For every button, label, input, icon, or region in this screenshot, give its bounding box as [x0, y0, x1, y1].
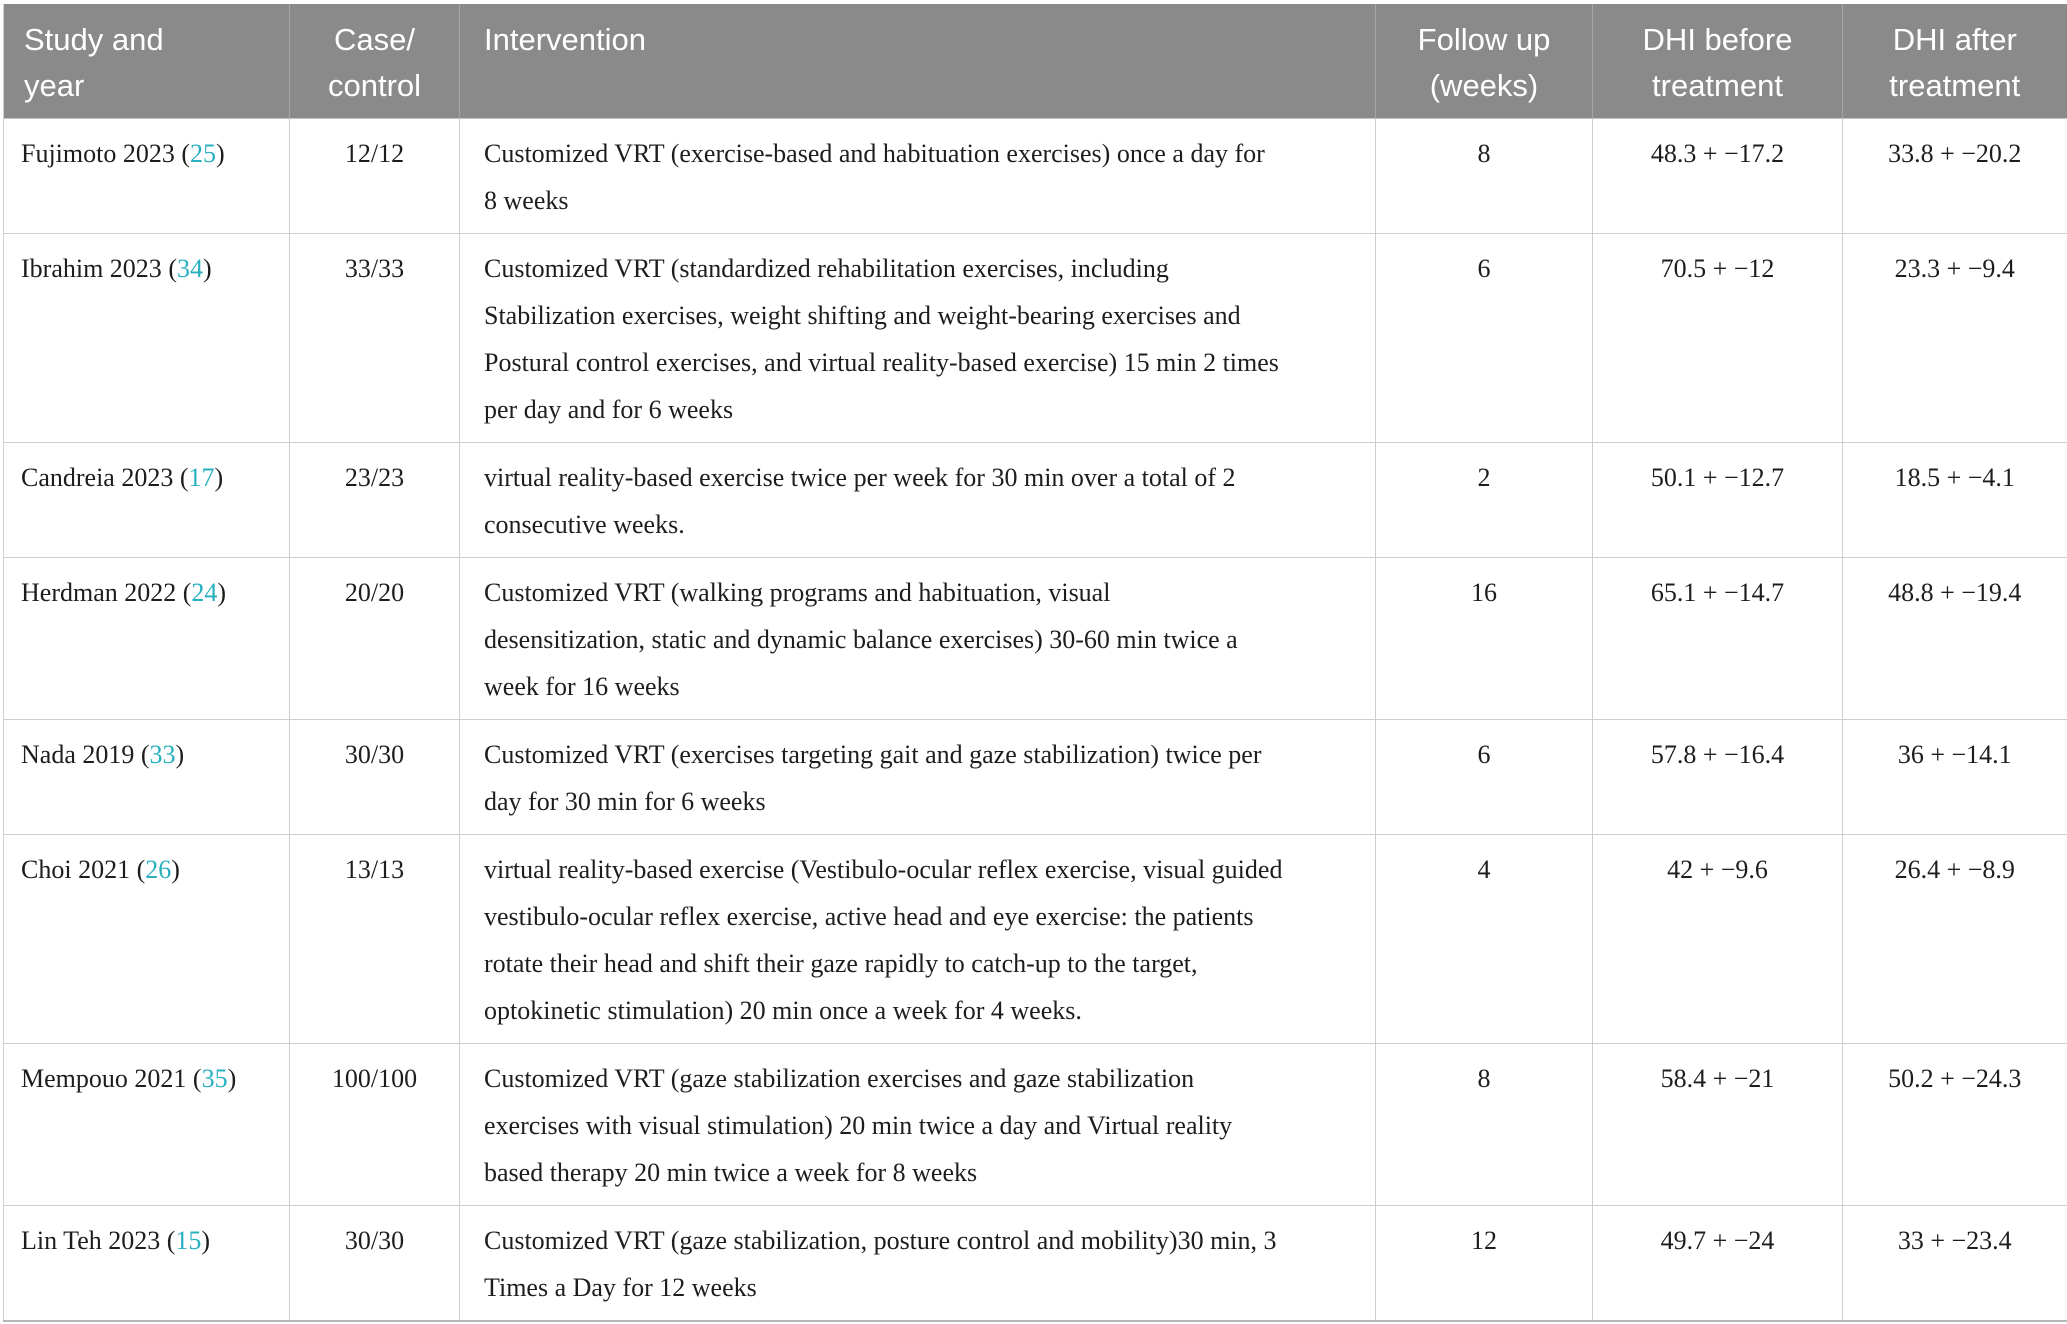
- citation-link[interactable]: 35: [201, 1064, 228, 1093]
- cell-follow-up: 8: [1375, 118, 1593, 234]
- table-row: Lin Teh 2023 (15) 30/30 Customized VRT (ga…: [3, 1205, 2067, 1322]
- cell-intervention: Customized VRT (exercises targeting gait…: [459, 719, 1376, 835]
- cell-dhi-before: 58.4 + −21: [1592, 1043, 1843, 1206]
- cell-dhi-before: 49.7 + −24: [1592, 1205, 1843, 1322]
- cell-case-control: 12/12: [289, 118, 460, 234]
- cell-study: Nada 2019 (33): [3, 719, 290, 835]
- ref-paren-close: ): [217, 578, 227, 607]
- col-header-dhi-after: DHI after treatment: [1842, 4, 2067, 119]
- cell-study: Mempouo 2021 (35): [3, 1043, 290, 1206]
- table-header-row: Study and year Case/ control Interventio…: [3, 4, 2067, 119]
- table-row: Nada 2019 (33) 30/30 Customized VRT (exerc…: [3, 719, 2067, 835]
- ref-paren-close: ): [175, 740, 185, 769]
- cell-dhi-before: 57.8 + −16.4: [1592, 719, 1843, 835]
- ref-paren-open: (: [176, 578, 192, 607]
- cell-follow-up: 16: [1375, 557, 1593, 720]
- table-header: Study and year Case/ control Interventio…: [3, 4, 2067, 119]
- study-name: Choi 2021: [21, 855, 131, 884]
- ref-paren-open: (: [186, 1064, 202, 1093]
- citation-link[interactable]: 33: [149, 740, 176, 769]
- cell-case-control: 30/30: [289, 719, 460, 835]
- cell-follow-up: 12: [1375, 1205, 1593, 1322]
- cell-case-control: 13/13: [289, 834, 460, 1044]
- cell-follow-up: 6: [1375, 719, 1593, 835]
- cell-case-control: 33/33: [289, 233, 460, 443]
- col-header-dhi-before: DHI before treatment: [1592, 4, 1843, 119]
- table-row: Fujimoto 2023 (25) 12/12 Customized VRT (e…: [3, 118, 2067, 234]
- cell-study: Herdman 2022 (24): [3, 557, 290, 720]
- table-body: Fujimoto 2023 (25) 12/12 Customized VRT (e…: [3, 118, 2067, 1322]
- col-header-follow-up: Follow up (weeks): [1375, 4, 1593, 119]
- cell-dhi-before: 48.3 + −17.2: [1592, 118, 1843, 234]
- cell-dhi-after: 23.3 + −9.4: [1842, 233, 2067, 443]
- cell-intervention: Customized VRT (gaze stabilization exerc…: [459, 1043, 1376, 1206]
- cell-case-control: 23/23: [289, 442, 460, 558]
- cell-dhi-before: 70.5 + −12: [1592, 233, 1843, 443]
- study-name: Herdman 2022: [21, 578, 177, 607]
- cell-intervention: Customized VRT (exercise-based and habit…: [459, 118, 1376, 234]
- col-header-intervention: Intervention: [459, 4, 1376, 119]
- study-name: Mempouo 2021: [21, 1064, 187, 1093]
- ref-paren-open: (: [134, 740, 150, 769]
- study-name: Ibrahim 2023: [21, 254, 162, 283]
- study-name: Nada 2019: [21, 740, 135, 769]
- cell-dhi-after: 33.8 + −20.2: [1842, 118, 2067, 234]
- cell-dhi-after: 26.4 + −8.9: [1842, 834, 2067, 1044]
- cell-case-control: 100/100: [289, 1043, 460, 1206]
- cell-study: Ibrahim 2023 (34): [3, 233, 290, 443]
- table-row: Herdman 2022 (24) 20/20 Customized VRT (wa…: [3, 557, 2067, 720]
- table-row: Mempouo 2021 (35) 100/100 Customized VRT (…: [3, 1043, 2067, 1206]
- cell-case-control: 20/20: [289, 557, 460, 720]
- ref-paren-close: ): [201, 1226, 211, 1255]
- col-header-study-year: Study and year: [3, 4, 290, 119]
- cell-dhi-after: 18.5 + −4.1: [1842, 442, 2067, 558]
- cell-dhi-after: 33 + −23.4: [1842, 1205, 2067, 1322]
- citation-link[interactable]: 26: [145, 855, 172, 884]
- studies-summary-table: Study and year Case/ control Interventio…: [3, 4, 2067, 1322]
- col-header-case-control: Case/ control: [289, 4, 460, 119]
- cell-intervention: Customized VRT (walking programs and hab…: [459, 557, 1376, 720]
- study-name: Fujimoto 2023: [21, 139, 175, 168]
- cell-intervention: virtual reality-based exercise (Vestibul…: [459, 834, 1376, 1044]
- cell-study: Fujimoto 2023 (25): [3, 118, 290, 234]
- ref-paren-close: ): [216, 139, 225, 168]
- ref-paren-open: (: [130, 855, 146, 884]
- cell-dhi-before: 50.1 + −12.7: [1592, 442, 1843, 558]
- cell-study: Candreia 2023 (17): [3, 442, 290, 558]
- cell-intervention: Customized VRT (standardized rehabilitat…: [459, 233, 1376, 443]
- citation-link[interactable]: 15: [175, 1226, 202, 1255]
- cell-follow-up: 2: [1375, 442, 1593, 558]
- study-name: Candreia 2023: [21, 463, 174, 492]
- ref-paren-close: ): [227, 1064, 237, 1093]
- ref-paren-open: (: [173, 463, 189, 492]
- ref-paren-close: ): [214, 463, 224, 492]
- cell-dhi-after: 50.2 + −24.3: [1842, 1043, 2067, 1206]
- citation-link[interactable]: 34: [176, 254, 203, 283]
- ref-paren-close: ): [171, 855, 180, 884]
- cell-study: Lin Teh 2023 (15): [3, 1205, 290, 1322]
- cell-intervention: Customized VRT (gaze stabilization, post…: [459, 1205, 1376, 1322]
- cell-case-control: 30/30: [289, 1205, 460, 1322]
- cell-dhi-after: 48.8 + −19.4: [1842, 557, 2067, 720]
- ref-paren-open: (: [174, 139, 191, 168]
- cell-follow-up: 8: [1375, 1043, 1593, 1206]
- citation-link[interactable]: 17: [188, 463, 215, 492]
- cell-follow-up: 4: [1375, 834, 1593, 1044]
- ref-paren-open: (: [161, 254, 177, 283]
- citation-link[interactable]: 24: [191, 578, 218, 607]
- cell-study: Choi 2021 (26): [3, 834, 290, 1044]
- cell-dhi-before: 42 + −9.6: [1592, 834, 1843, 1044]
- citation-link[interactable]: 25: [190, 139, 217, 168]
- cell-dhi-before: 65.1 + −14.7: [1592, 557, 1843, 720]
- ref-paren-open: (: [160, 1226, 176, 1255]
- table-row: Choi 2021 (26) 13/13 virtual reality-based…: [3, 834, 2067, 1044]
- ref-paren-close: ): [202, 254, 212, 283]
- cell-dhi-after: 36 + −14.1: [1842, 719, 2067, 835]
- cell-intervention: virtual reality-based exercise twice per…: [459, 442, 1376, 558]
- table-row: Candreia 2023 (17) 23/23 virtual reality-b…: [3, 442, 2067, 558]
- table-row: Ibrahim 2023 (34) 33/33 Customized VRT (st…: [3, 233, 2067, 443]
- study-name: Lin Teh 2023: [21, 1226, 161, 1255]
- cell-follow-up: 6: [1375, 233, 1593, 443]
